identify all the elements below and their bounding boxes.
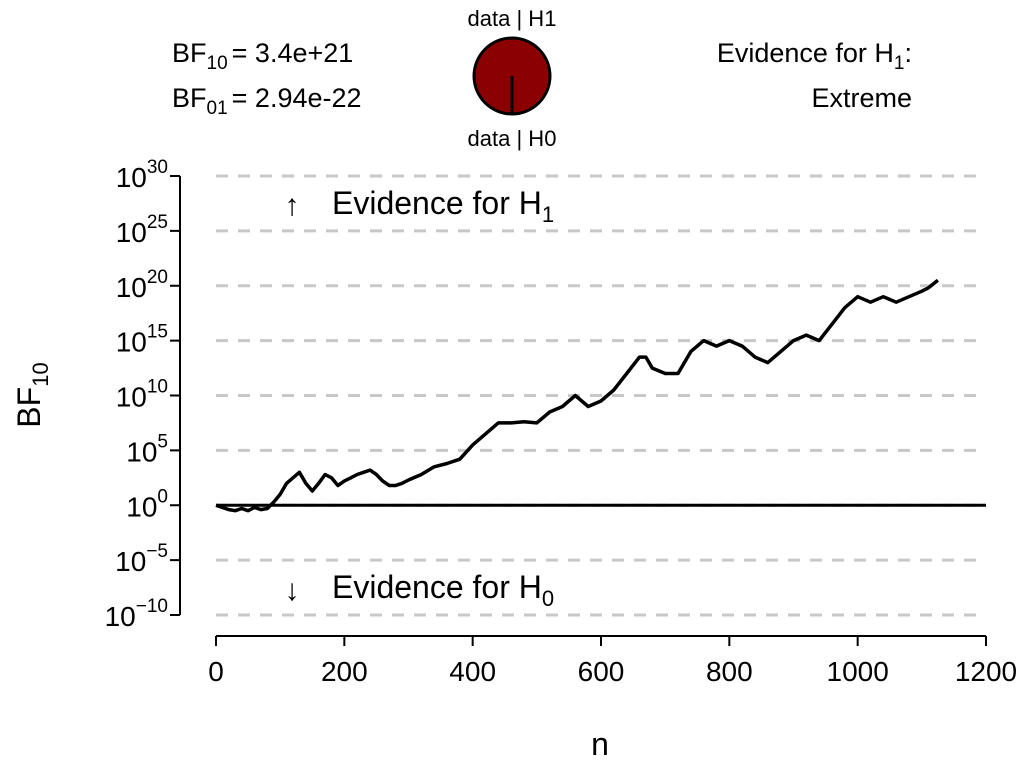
y-tick-label: 100 [126, 486, 168, 522]
annotation-evidence-h0: ↓ Evidence for H0 [285, 569, 555, 611]
x-tick-label: 0 [208, 656, 224, 687]
y-axis: 1030 1025 1020 1015 1010 105 100 10−5 10−10 [105, 157, 181, 632]
grid-lines [216, 174, 986, 617]
arrow-down-icon: ↓ [285, 574, 300, 607]
y-axis-title: BF10 [11, 362, 53, 427]
x-axis-title: n [591, 726, 609, 762]
evidence-category: Evidence for H1: Extreme [717, 38, 912, 113]
y-tick-label: 1020 [116, 267, 168, 303]
x-tick-label: 1200 [955, 656, 1017, 687]
bf10-text: BF10 = 3.4e+21 [172, 38, 353, 74]
x-tick-label: 800 [706, 656, 753, 687]
y-tick-label: 1030 [116, 157, 168, 193]
x-tick-label: 1000 [827, 656, 889, 687]
pie-label-h1: data | H1 [468, 6, 557, 31]
pie-label-h0: data | H0 [468, 126, 557, 151]
x-tick-label: 200 [321, 656, 368, 687]
evidence-category-value: Extreme [811, 83, 912, 113]
annotation-h0-text: Evidence for H0 [332, 569, 554, 611]
y-tick-label: 10−5 [115, 541, 168, 577]
x-tick-label: 400 [449, 656, 496, 687]
arrow-up-icon: ↑ [285, 189, 300, 222]
y-tick-label: 1015 [116, 322, 168, 358]
bf-values: BF10 = 3.4e+21 BF01 = 2.94e-22 [172, 38, 362, 119]
series-line-bf10 [215, 278, 939, 513]
evidence-category-title: Evidence for H1: [717, 38, 912, 74]
annotation-evidence-h1: ↑ Evidence for H1 [285, 185, 555, 227]
x-axis: 0 200 400 600 800 1000 1200 [208, 635, 1017, 687]
bf01-text: BF01 = 2.94e-22 [172, 83, 362, 119]
evidence-pie: data | H1 data | H0 [468, 6, 557, 151]
x-tick-label: 600 [578, 656, 625, 687]
y-tick-label: 1025 [116, 212, 168, 248]
y-tick-label: 10−10 [105, 596, 168, 632]
annotation-h1-text: Evidence for H1 [332, 185, 554, 227]
y-tick-label: 105 [126, 431, 168, 467]
y-tick-label: 1010 [116, 377, 168, 413]
